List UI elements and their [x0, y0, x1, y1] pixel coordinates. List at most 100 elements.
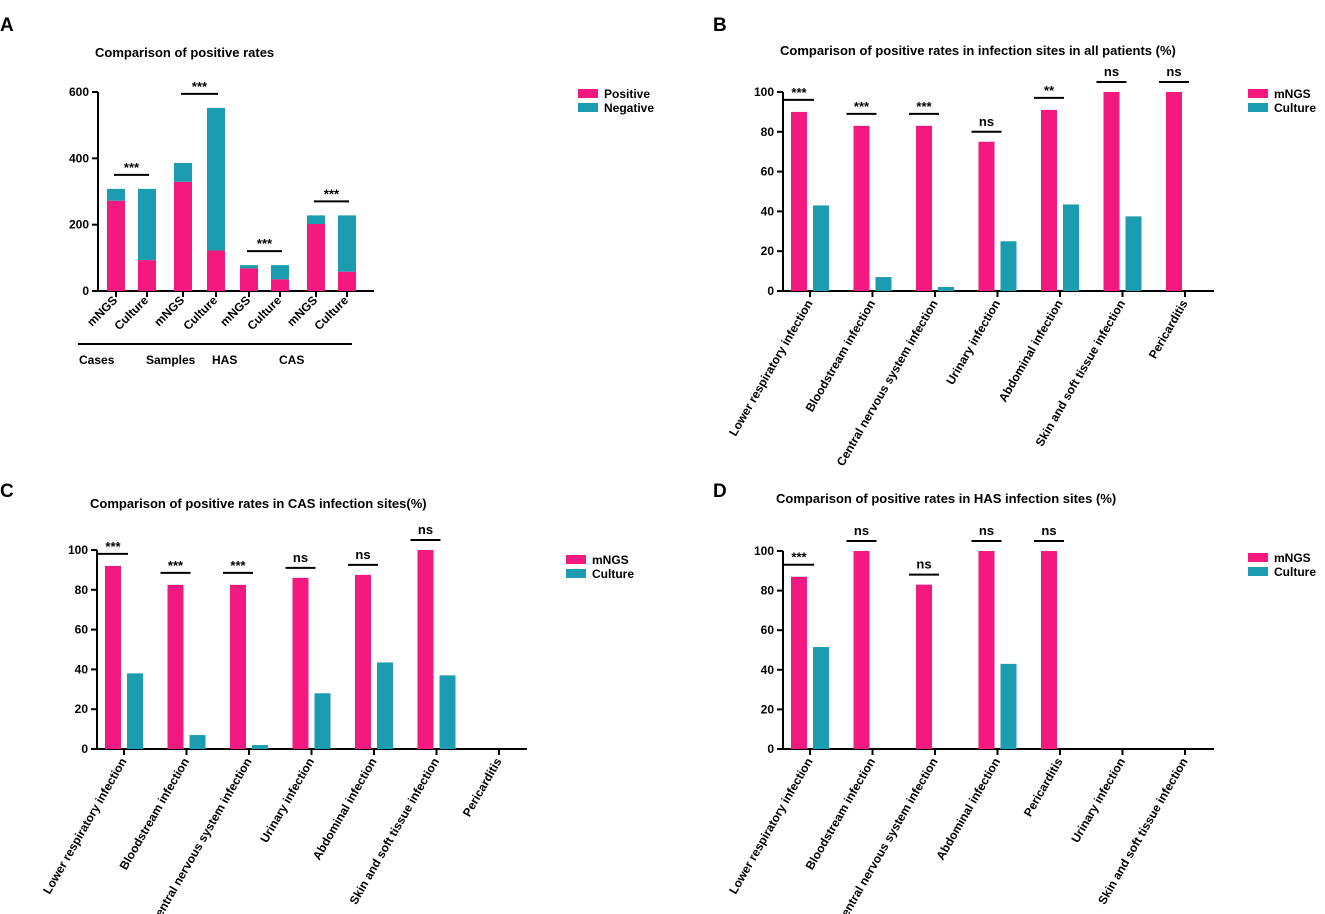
y-tick-label-d: 80 [761, 584, 775, 598]
x-tick-label-a: Culture [181, 293, 221, 333]
bar-culture [127, 673, 143, 749]
bar-negative [107, 188, 125, 201]
significance-label-d: ns [854, 523, 869, 538]
x-tick-label-b: Central nervous system infection [834, 298, 941, 469]
bar-mngs [853, 551, 870, 749]
x-tick-label-d: Lower respiratory infection [726, 756, 815, 897]
chart-title-a: Comparison of positive rates [95, 45, 274, 60]
y-tick-label-a: 400 [69, 151, 89, 165]
bar-culture [938, 287, 954, 291]
bar-positive [240, 268, 258, 291]
bar-culture [875, 277, 892, 291]
bar-mngs [1103, 92, 1120, 291]
y-tick-label-c: 100 [68, 543, 88, 557]
significance-label-d: ns [1041, 523, 1056, 538]
chart-title-c: Comparison of positive rates in CAS infe… [90, 496, 427, 511]
bar-negative [138, 188, 156, 261]
significance-label-c: ns [355, 547, 370, 562]
y-tick-label-c: 80 [75, 583, 89, 597]
y-tick-label-a: 0 [82, 284, 89, 298]
y-tick-label-a: 600 [69, 85, 89, 99]
y-tick-label-d: 20 [761, 702, 775, 716]
x-tick-label-b: Urinary infection [943, 298, 1003, 388]
bar-negative [207, 107, 225, 251]
bar-culture [377, 662, 393, 749]
significance-label-b: ns [1104, 64, 1119, 79]
bar-culture [813, 647, 829, 749]
bar-mngs [292, 577, 309, 749]
y-tick-label-b: 100 [754, 85, 774, 99]
bar-positive [138, 260, 156, 291]
legend-swatch-positive [578, 89, 598, 98]
legend-label-culture: Culture [1274, 101, 1316, 115]
bar-culture [1125, 216, 1142, 291]
bar-positive [307, 224, 325, 291]
x-tick-label-d: Central nervous system infection [834, 756, 941, 914]
x-tick-label-d: Pericarditis [1021, 755, 1066, 819]
bar-mngs [355, 574, 371, 749]
bar-mngs [791, 576, 807, 749]
bar-negative [271, 265, 289, 280]
bar-mngs [230, 584, 246, 749]
significance-label-a: *** [124, 160, 140, 175]
significance-label-b: ns [1166, 64, 1181, 79]
legend-swatch-culture [1248, 567, 1268, 576]
x-tick-label-a: Culture [245, 293, 285, 333]
x-tick-label-b: Lower respiratory infection [726, 298, 815, 439]
significance-label-b: ns [979, 114, 994, 129]
y-tick-label-c: 0 [81, 742, 88, 756]
group-label-has: HAS [212, 353, 237, 367]
significance-label-a: *** [324, 186, 340, 201]
significance-label-d: ns [979, 523, 994, 538]
bar-culture [314, 693, 331, 749]
y-tick-label-b: 80 [761, 125, 775, 139]
bar-negative [174, 162, 192, 182]
significance-label-b: *** [791, 85, 807, 100]
y-tick-label-d: 100 [754, 544, 774, 558]
y-tick-label-a: 200 [69, 218, 89, 232]
x-tick-label-a: Culture [312, 293, 352, 333]
y-tick-label-b: 40 [761, 204, 775, 218]
chart-title-d: Comparison of positive rates in HAS infe… [776, 491, 1116, 506]
chart-title-b: Comparison of positive rates in infectio… [780, 43, 1176, 58]
bar-mngs [853, 125, 870, 291]
bar-mngs [1166, 92, 1182, 291]
bar-culture [813, 205, 829, 291]
bar-negative [307, 215, 325, 225]
significance-label-d: ns [916, 557, 931, 572]
bar-positive [107, 200, 125, 291]
panel-letter-d: D [713, 481, 727, 502]
bar-mngs [978, 551, 995, 749]
bar-mngs [791, 111, 807, 292]
bar-mngs [417, 550, 434, 749]
significance-label-b: ** [1044, 83, 1055, 98]
x-tick-label-c: Central nervous system infection [148, 756, 255, 914]
significance-label-a: *** [192, 79, 208, 94]
x-tick-label-b: Pericarditis [1146, 297, 1191, 361]
significance-label-b: *** [854, 99, 870, 114]
bar-culture [439, 675, 456, 749]
x-tick-label-d: Urinary infection [1068, 756, 1128, 846]
legend-label-mngs: mNGS [1274, 551, 1311, 565]
y-tick-label-d: 0 [767, 742, 774, 756]
x-tick-label-a: Culture [112, 293, 152, 333]
significance-label-c: ns [418, 522, 433, 537]
legend-label-culture: Culture [1274, 565, 1316, 579]
y-tick-label-c: 40 [75, 662, 89, 676]
bar-negative [338, 215, 356, 272]
x-tick-label-c: Pericarditis [460, 755, 505, 819]
bar-mngs [1041, 551, 1057, 749]
panel-letter-c: C [0, 481, 14, 502]
significance-label-c: *** [230, 558, 246, 573]
y-tick-label-b: 20 [761, 244, 775, 258]
significance-label-a: *** [257, 236, 273, 251]
x-tick-label-b: Bloodstream infection [803, 298, 878, 415]
bar-mngs [916, 125, 932, 291]
bar-positive [338, 271, 356, 291]
bar-culture [252, 745, 268, 749]
bar-mngs [167, 584, 184, 749]
legend-swatch-culture [1248, 103, 1268, 112]
y-tick-label-d: 40 [761, 663, 775, 677]
bar-negative [240, 265, 258, 269]
